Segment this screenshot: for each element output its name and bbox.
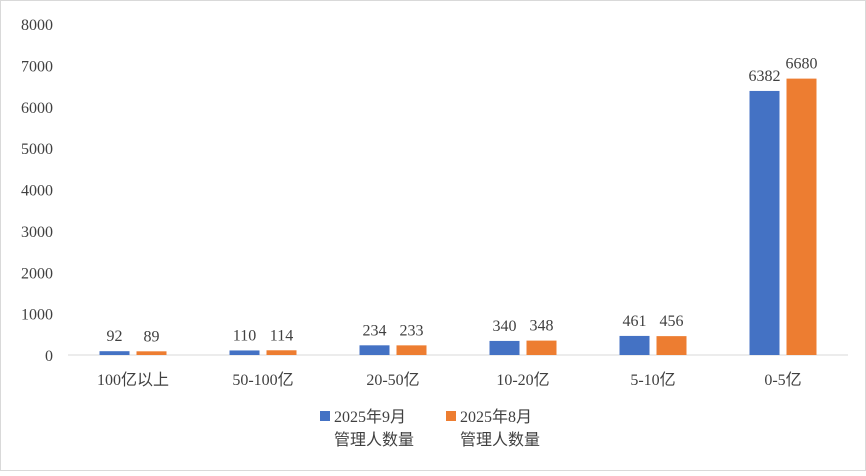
data-label: 6382 bbox=[749, 68, 781, 85]
data-label: 234 bbox=[363, 322, 387, 339]
x-tick-label: 5-10亿 bbox=[630, 371, 675, 389]
y-tick-label: 8000 bbox=[21, 17, 53, 34]
bar bbox=[656, 336, 687, 355]
data-label: 110 bbox=[233, 327, 256, 344]
data-label: 340 bbox=[493, 318, 517, 335]
data-label: 92 bbox=[107, 328, 123, 345]
y-tick-label: 7000 bbox=[21, 58, 53, 75]
data-label: 233 bbox=[400, 322, 424, 339]
y-axis: 0 1000 2000 3000 4000 5000 6000 7000 8000 bbox=[21, 17, 53, 365]
data-label: 114 bbox=[270, 327, 293, 344]
x-tick-label: 50-100亿 bbox=[232, 371, 293, 389]
bar bbox=[786, 78, 817, 356]
legend-swatch bbox=[446, 411, 456, 421]
y-tick-label: 3000 bbox=[21, 224, 53, 241]
y-tick-label: 0 bbox=[45, 348, 53, 365]
bar bbox=[359, 345, 390, 355]
bar bbox=[229, 350, 260, 355]
y-tick-label: 1000 bbox=[21, 307, 53, 324]
bars bbox=[99, 78, 817, 356]
x-tick-label: 20-50亿 bbox=[366, 371, 419, 389]
legend-label: 2025年9月管理人数量 bbox=[334, 408, 414, 449]
data-labels: 92 89 110 114 234 233 340 348 461 456 6382 6680 bbox=[107, 56, 818, 346]
x-axis: 100亿以上 50-100亿 20-50亿 10-20亿 5-10亿 0-5亿 bbox=[68, 354, 848, 389]
x-tick-label: 10-20亿 bbox=[496, 371, 549, 389]
bar bbox=[99, 351, 130, 355]
legend-swatch bbox=[320, 411, 330, 421]
bar bbox=[266, 350, 297, 355]
data-label: 89 bbox=[144, 328, 160, 345]
bar bbox=[619, 335, 650, 355]
x-tick-label: 0-5亿 bbox=[764, 371, 801, 389]
bar bbox=[749, 90, 780, 355]
bar bbox=[489, 340, 520, 355]
data-label: 6680 bbox=[786, 56, 818, 73]
data-label: 461 bbox=[623, 313, 647, 330]
y-tick-label: 2000 bbox=[21, 265, 53, 282]
data-label: 456 bbox=[660, 313, 684, 330]
legend-label: 2025年8月管理人数量 bbox=[460, 408, 540, 449]
legend-item: 2025年9月管理人数量 bbox=[320, 408, 414, 449]
legend-item: 2025年8月管理人数量 bbox=[446, 408, 540, 449]
y-tick-label: 4000 bbox=[21, 183, 53, 200]
bar bbox=[136, 351, 167, 355]
x-tick-label: 100亿以上 bbox=[97, 371, 169, 389]
bar bbox=[396, 345, 427, 355]
data-label: 348 bbox=[530, 318, 554, 335]
legend: 2025年9月管理人数量 2025年8月管理人数量 bbox=[320, 408, 540, 449]
bar bbox=[526, 340, 557, 355]
y-tick-label: 5000 bbox=[21, 141, 53, 158]
y-tick-label: 6000 bbox=[21, 100, 53, 117]
